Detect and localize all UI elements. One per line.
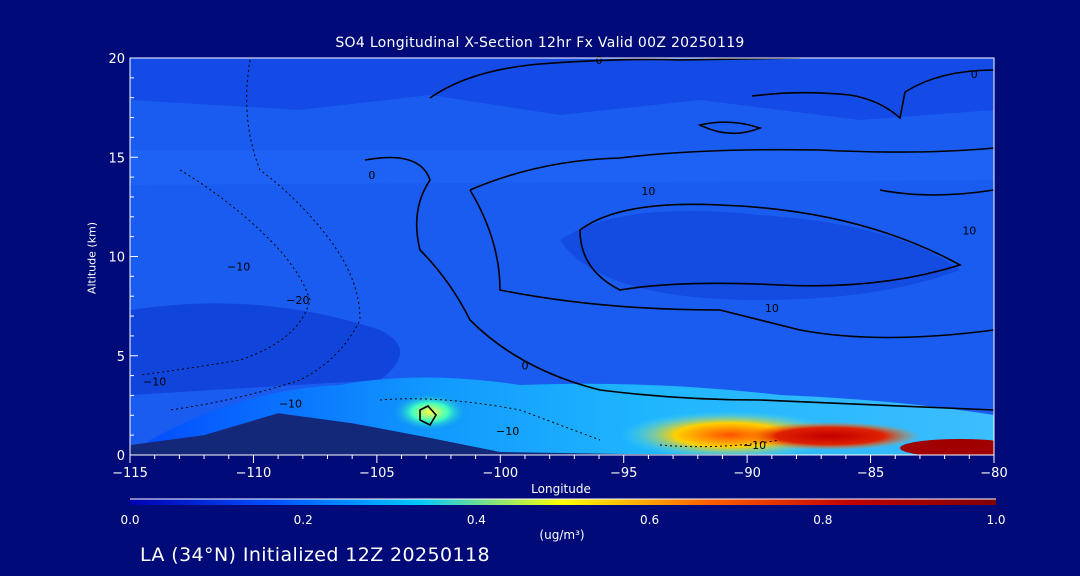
terrain-profile xyxy=(130,413,994,455)
stratos-band xyxy=(130,150,994,185)
colorbar-tick-label: 1.0 xyxy=(986,513,1005,527)
contour-zero-west xyxy=(364,156,994,411)
contour-minus10-upper xyxy=(169,59,361,411)
x-tick-label: −80 xyxy=(980,466,1007,481)
x-tick-label: −95 xyxy=(610,466,637,481)
contour-label: 10 xyxy=(641,185,655,198)
colorbar-tick-label: 0.0 xyxy=(120,513,139,527)
contour-label: 10 xyxy=(765,302,779,315)
contour-label: −10 xyxy=(743,439,766,452)
y-axis: 0 5 10 15 20 xyxy=(108,52,138,464)
initialization-footer: LA (34°N) Initialized 12Z 20250118 xyxy=(140,544,490,566)
hotspot-east-coast xyxy=(900,439,994,455)
x-tick-label: −105 xyxy=(359,466,395,481)
hotspot-ohio xyxy=(740,422,920,450)
contour-label: −10 xyxy=(496,425,519,438)
contour-label: 0 xyxy=(368,169,375,182)
contour-label: −10 xyxy=(279,397,302,410)
contour-plus10-inner xyxy=(579,203,963,291)
x-axis-label: Longitude xyxy=(531,482,591,496)
x-tick-label: −90 xyxy=(733,466,760,481)
colorbar xyxy=(130,499,996,505)
y-tick-label: 5 xyxy=(117,350,125,365)
contour-label: 0 xyxy=(521,360,528,373)
contour-label: 0 xyxy=(971,68,978,81)
y-tick-label: 0 xyxy=(117,449,125,464)
hotspot-colorado xyxy=(390,392,470,432)
colorbar-tick-label: 0.6 xyxy=(640,513,659,527)
contour-plus10-outer xyxy=(469,147,994,339)
contour-label: 0 xyxy=(596,54,603,67)
x-tick-label: −115 xyxy=(112,466,148,481)
y-tick-label: 15 xyxy=(108,151,125,166)
colorbar-unit-label: (ug/m³) xyxy=(539,528,585,542)
chart-title: SO4 Longitudinal X-Section 12hr Fx Valid… xyxy=(335,35,745,51)
contour-plus10-east xyxy=(697,121,994,196)
contour-zero-top xyxy=(429,58,994,120)
y-tick-label: 10 xyxy=(108,251,125,266)
contour-label: −20 xyxy=(286,294,309,307)
contour-label: −10 xyxy=(227,260,250,273)
contour-near-surface xyxy=(419,405,437,427)
colorbar-tick-label: 0.8 xyxy=(813,513,832,527)
contour-label: −10 xyxy=(143,376,166,389)
x-tick-label: −85 xyxy=(857,466,884,481)
contour-minus20 xyxy=(139,169,311,376)
contour-minus10-lower xyxy=(379,398,781,448)
x-tick-label: −100 xyxy=(482,466,518,481)
colorbar-tick-label: 0.4 xyxy=(467,513,486,527)
y-tick-label: 20 xyxy=(108,52,125,67)
x-tick-label: −110 xyxy=(236,466,272,481)
contour-label: 10 xyxy=(962,225,976,238)
colorbar-tick-label: 0.2 xyxy=(294,513,313,527)
colorbar-ticks: 0.0 0.2 0.4 0.6 0.8 1.0 xyxy=(120,498,1006,527)
upper-darker-band xyxy=(130,58,994,120)
x-axis: −115 −110 −105 −100 −95 −90 −85 −80 xyxy=(112,455,1008,481)
mid-dark-region xyxy=(560,210,960,300)
